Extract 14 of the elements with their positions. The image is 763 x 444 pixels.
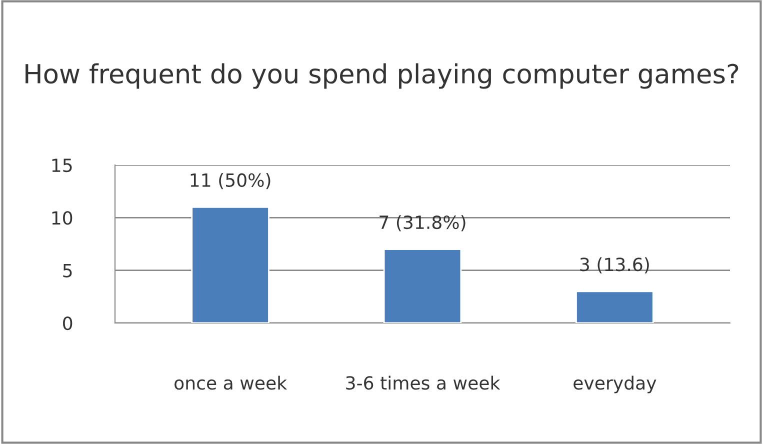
y-tick-label: 10 (52, 211, 72, 225)
x-tick-label: everyday (574, 376, 656, 394)
data-label: 11 (50%) (190, 173, 270, 190)
bar (383, 248, 462, 323)
x-tick-label: 3-6 times a week (346, 376, 500, 390)
data-label: 7 (31.8%) (380, 215, 466, 232)
y-tick-label: 15 (52, 158, 72, 172)
chart-title: How frequent do you spend playing computer games? (26, 63, 738, 89)
data-label: 3 (13.6) (580, 257, 649, 274)
y-tick-label: 0 (63, 316, 72, 330)
y-tick-label: 5 (63, 264, 72, 278)
bar (576, 290, 654, 323)
x-tick-label: once a week (174, 376, 288, 390)
bar (191, 206, 270, 323)
